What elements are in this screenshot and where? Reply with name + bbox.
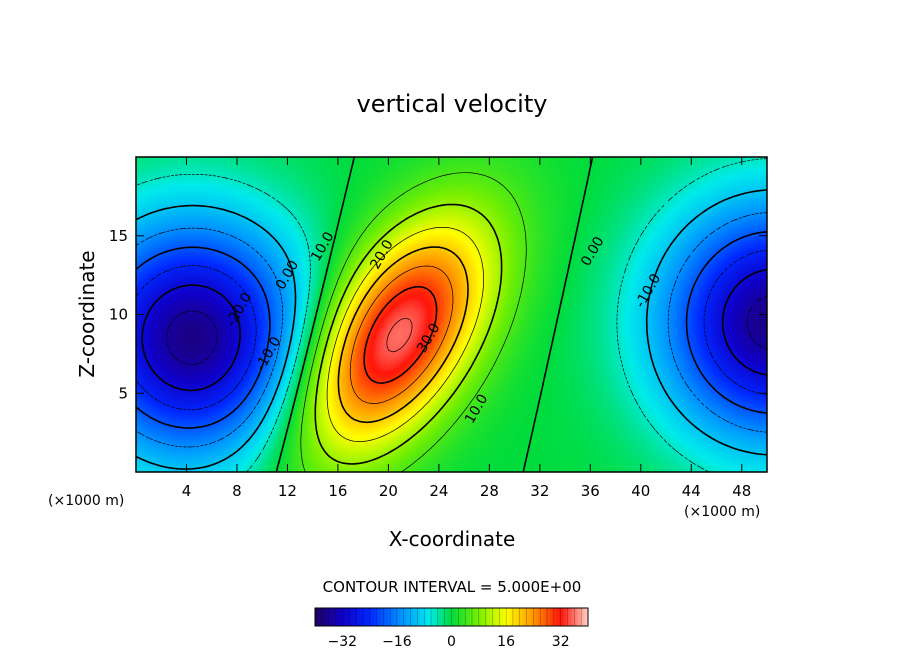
contour-interval-text: CONTOUR INTERVAL = 5.000E+00 <box>323 578 582 596</box>
contour-line-neg10 <box>136 189 767 470</box>
y-tick-label: 10 <box>109 306 128 324</box>
colorbar-cells <box>321 608 582 626</box>
contour-line-20 <box>337 246 469 424</box>
contour-line-neg35 <box>166 295 767 365</box>
y-tick-label: 15 <box>109 227 128 245</box>
colorbar-ticks: −32 −16 0 16 32 <box>328 634 570 650</box>
y-axis-label: Z-coordinate <box>75 250 99 377</box>
contour-line-neg30 <box>141 269 767 392</box>
x-tick-label: 16 <box>328 482 347 500</box>
contour-line-neg25 <box>136 249 767 411</box>
x-tick-label: 24 <box>429 482 448 500</box>
x-tick-label: 8 <box>232 482 242 500</box>
x-axis-ticks: 4 8 12 16 20 24 28 32 36 40 44 48 <box>182 157 751 500</box>
x-unit-right: (×1000 m) <box>684 504 760 520</box>
chart-title: vertical velocity <box>357 90 548 118</box>
x-tick-label: 12 <box>278 482 297 500</box>
y-tick-label: 5 <box>118 384 128 402</box>
x-tick-label: 28 <box>480 482 499 500</box>
x-tick-label: 48 <box>732 482 751 500</box>
colorbar-tick-label: 16 <box>497 634 515 650</box>
contour-line-0 <box>275 157 594 472</box>
x-axis-label: X-coordinate <box>389 527 516 551</box>
contour-line-5 <box>300 172 527 472</box>
x-unit-left: (×1000 m) <box>48 493 124 509</box>
x-tick-label: 20 <box>379 482 398 500</box>
contour-line-neg20 <box>136 231 767 429</box>
contour-line-10 <box>314 203 503 465</box>
colorbar-tick-label: −32 <box>328 634 358 650</box>
x-tick-label: 4 <box>182 482 192 500</box>
contour-line-neg5 <box>136 158 767 472</box>
contour-line-15 <box>326 226 484 442</box>
x-tick-label: 36 <box>581 482 600 500</box>
x-tick-label: 32 <box>530 482 549 500</box>
contour-line-35 <box>386 317 413 353</box>
contour-line-neg15 <box>136 212 767 448</box>
y-axis-ticks: 5 10 15 <box>109 227 767 402</box>
contour-lines <box>136 157 767 472</box>
colorbar-tick-label: 0 <box>447 634 456 650</box>
colorbar-tick-label: 32 <box>552 634 570 650</box>
x-tick-label: 44 <box>682 482 701 500</box>
x-tick-label: 40 <box>631 482 650 500</box>
colorbar <box>315 608 588 626</box>
contour-line-25 <box>349 265 454 404</box>
colorbar-tick-label: −16 <box>382 634 412 650</box>
colorbar-frame <box>314 607 589 627</box>
contour-line-30 <box>363 285 438 384</box>
